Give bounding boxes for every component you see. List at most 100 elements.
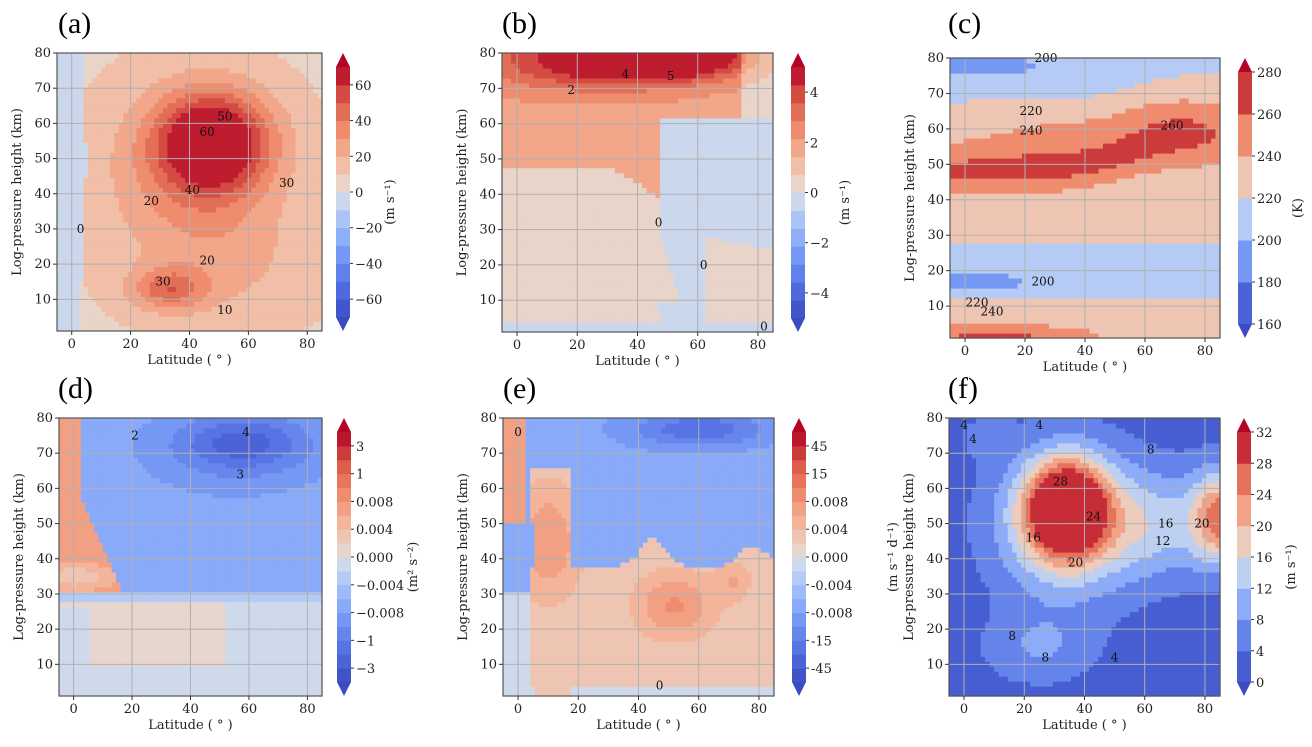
field-cell	[596, 117, 602, 124]
field-cell	[180, 281, 186, 287]
field-cell	[207, 301, 213, 307]
x-tick-label: 60	[240, 337, 257, 352]
field-cell	[255, 196, 261, 203]
field-cell	[176, 321, 182, 327]
field-cell	[149, 102, 155, 109]
field-cell	[132, 201, 138, 208]
field-cell	[260, 286, 266, 292]
field-cell	[601, 177, 607, 184]
field-cell	[511, 117, 517, 124]
field-cell	[538, 267, 544, 273]
field-cell	[242, 221, 248, 228]
field-cell	[149, 321, 155, 327]
field-cell	[140, 236, 146, 243]
field-cell	[57, 201, 63, 208]
field-cell	[569, 302, 575, 308]
field-cell	[587, 322, 593, 328]
field-cell	[145, 187, 151, 193]
field-cell	[273, 177, 279, 183]
field-cell	[207, 326, 213, 332]
field-cell	[242, 311, 248, 317]
field-cell	[547, 192, 553, 199]
field-cell	[619, 322, 625, 328]
field-cell	[592, 167, 598, 174]
field-cell	[96, 157, 102, 163]
field-cell	[264, 192, 270, 198]
field-cell	[291, 206, 297, 213]
field-cell	[605, 53, 611, 59]
field-cell	[282, 53, 288, 59]
field-cell	[317, 206, 323, 213]
field-cell	[83, 127, 89, 134]
field-cell	[87, 162, 93, 168]
field-cell	[619, 82, 625, 89]
field-cell	[520, 247, 526, 253]
field-cell	[511, 132, 517, 139]
field-cell	[560, 267, 566, 273]
field-cell	[529, 272, 535, 278]
field-cell	[154, 321, 160, 327]
field-cell	[538, 312, 544, 318]
field-cell	[154, 182, 160, 188]
field-cell	[163, 62, 169, 69]
field-cell	[167, 246, 173, 253]
field-cell	[83, 157, 89, 163]
field-cell	[506, 53, 512, 59]
field-cell	[123, 286, 129, 292]
field-cell	[569, 122, 575, 129]
field-cell	[176, 226, 182, 233]
field-cell	[123, 256, 129, 263]
field-cell	[282, 67, 288, 74]
field-cell	[242, 187, 248, 193]
field-cell	[251, 291, 257, 297]
field-cell	[601, 127, 607, 134]
field-cell	[163, 306, 169, 312]
field-cell	[291, 182, 297, 188]
field-cell	[220, 216, 226, 223]
field-cell	[92, 206, 98, 213]
field-cell	[145, 286, 151, 292]
field-cell	[542, 287, 548, 293]
field-cell	[556, 62, 562, 69]
field-cell	[57, 187, 63, 193]
field-cell	[167, 301, 173, 307]
field-cell	[295, 216, 301, 223]
field-cell	[233, 221, 239, 228]
field-cell	[515, 192, 521, 199]
field-cell	[101, 137, 107, 143]
field-cell	[171, 172, 177, 178]
field-cell	[565, 212, 571, 219]
field-cell	[264, 127, 270, 134]
field-cell	[524, 232, 530, 238]
field-cell	[211, 211, 217, 218]
colorbar-segment	[336, 67, 350, 86]
field-cell	[83, 291, 89, 297]
field-cell	[163, 216, 169, 223]
field-cell	[511, 92, 517, 99]
field-cell	[74, 82, 80, 89]
field-cell	[180, 102, 186, 109]
field-cell	[110, 132, 116, 138]
field-cell	[193, 182, 199, 188]
field-cell	[286, 167, 292, 173]
field-cell	[79, 271, 85, 277]
field-cell	[163, 241, 169, 248]
field-cell	[158, 177, 164, 183]
field-cell	[180, 211, 186, 218]
field-cell	[163, 97, 169, 104]
field-cell	[538, 302, 544, 308]
field-cell	[623, 277, 630, 283]
field-cell	[110, 281, 116, 287]
field-cell	[163, 117, 169, 124]
field-cell	[551, 227, 557, 233]
field-cell	[185, 192, 191, 198]
field-cell	[198, 112, 204, 119]
field-cell	[202, 97, 208, 104]
field-cell	[132, 127, 138, 134]
field-cell	[282, 117, 288, 124]
field-cell	[207, 112, 213, 119]
field-cell	[255, 326, 261, 332]
field-cell	[233, 281, 239, 287]
field-cell	[136, 221, 142, 228]
field-cell	[313, 67, 319, 74]
